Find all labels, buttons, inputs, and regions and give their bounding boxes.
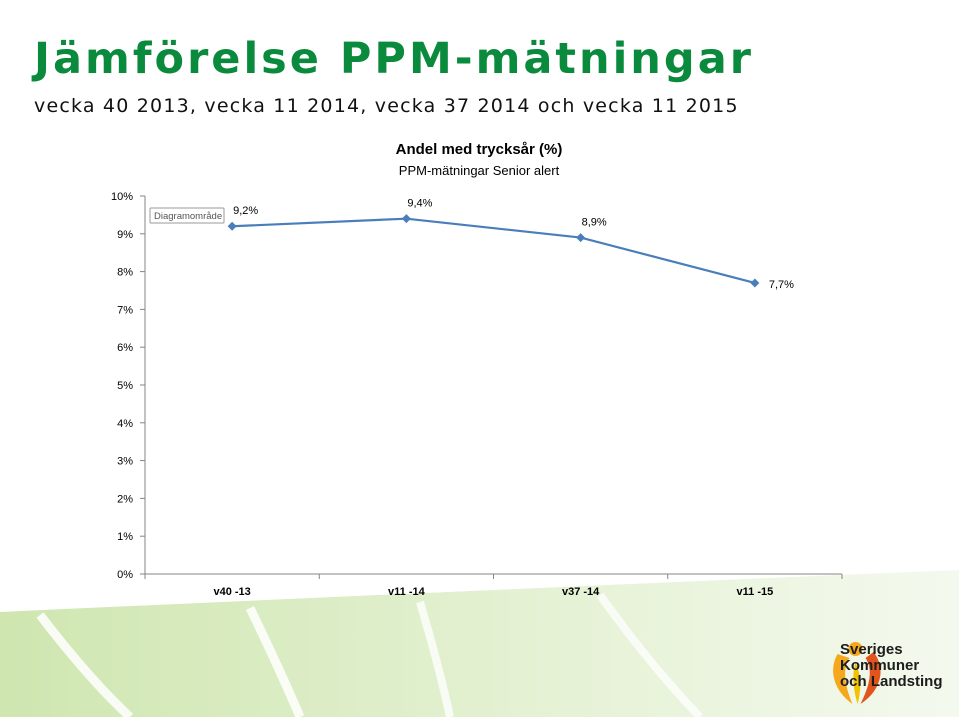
logo-line-1: Sveriges [840, 641, 903, 658]
series-line [232, 217, 756, 285]
chart[interactable]: Andel med trycksår (%) PPM-mätningar Sen… [0, 130, 959, 610]
y-tick-label: 1% [117, 531, 133, 543]
chart-title: Andel med trycksår (%) [396, 141, 563, 158]
data-label: 9,4% [407, 198, 432, 210]
y-tick-label: 8% [117, 267, 133, 279]
data-label: 7,7% [769, 279, 794, 291]
skl-logo [833, 642, 881, 704]
slide-title: Jämförelse PPM-mätningar [34, 34, 754, 84]
y-tick-label: 10% [111, 191, 133, 203]
data-point [401, 214, 411, 224]
y-tick-label: 3% [117, 456, 133, 468]
y-tick-label: 2% [117, 493, 133, 505]
tooltip-text: Diagramområde [154, 211, 222, 222]
x-tick-label: v40 -13 [213, 586, 250, 598]
axes: 0% 1% 2% 3% 4% 5% 6% 7% 8% 9% 10% v40 -13 v11 -14 v37… [111, 191, 843, 598]
x-tick-label: v11 -15 [737, 586, 774, 598]
logo-line-2: Kommuner [840, 657, 920, 674]
chart-subtitle: PPM-mätningar Senior alert [399, 163, 560, 178]
y-tick-label: 0% [117, 569, 133, 581]
chart-area-tooltip: Diagramområde [149, 207, 225, 224]
slide-subtitle: vecka 40 2013, vecka 11 2014, vecka 37 2… [34, 95, 739, 117]
data-label: 8,9% [582, 217, 607, 229]
data-point [576, 233, 586, 243]
data-label: 9,2% [233, 205, 258, 217]
y-tick-label: 7% [117, 304, 133, 316]
x-tick-label: v11 -14 [388, 586, 426, 598]
decorative-wave-band [0, 570, 959, 717]
data-point [750, 278, 760, 288]
data-point [227, 221, 237, 231]
y-tick-label: 5% [117, 380, 133, 392]
y-tick-label: 4% [117, 418, 133, 430]
logo-line-3: och Landsting [840, 673, 943, 690]
y-tick-label: 9% [117, 229, 133, 241]
logo-text: Sveriges Kommuner och Landsting [840, 642, 943, 690]
y-tick-label: 6% [117, 342, 133, 354]
series-layer: 9,2% 9,4% 8,9% 7,7% [227, 198, 794, 291]
x-tick-label: v37 -14 [562, 586, 600, 598]
